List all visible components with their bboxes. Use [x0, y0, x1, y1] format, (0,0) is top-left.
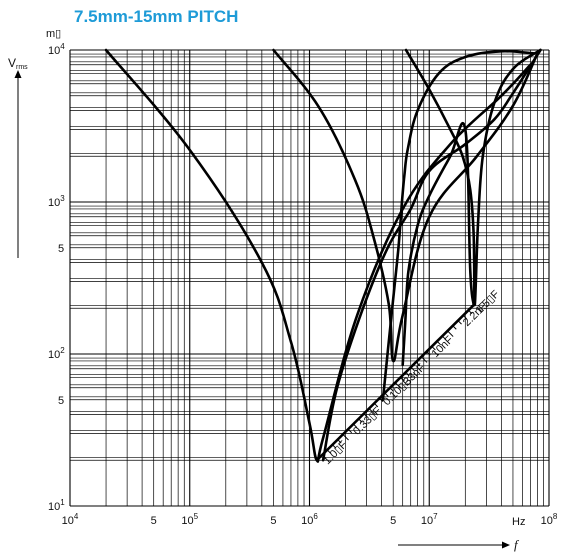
x-tick-labels: 104 5 105 5 106 5 107 108 — [62, 512, 558, 527]
y-axis-symbol: Vrms — [8, 56, 28, 71]
capacitance-tick — [332, 444, 337, 449]
capacitance-tick — [426, 351, 431, 356]
x-tick-label: 104 — [62, 512, 79, 527]
x-tick-exponent: 7 — [433, 512, 438, 521]
x-tick-exponent: 6 — [313, 512, 318, 521]
x-tick-exponent: 5 — [194, 512, 199, 521]
y-tick-label: 5 — [58, 243, 64, 255]
series-line — [321, 48, 542, 462]
capacitance-tick — [400, 377, 405, 382]
chart-title: 7.5mm-15mm PITCH — [74, 7, 238, 26]
capacitance-tick — [441, 335, 447, 340]
capacitance-tick — [415, 361, 421, 366]
capacitance-tick — [363, 413, 368, 418]
x-tick-base: 10 — [301, 515, 313, 527]
series-line — [401, 121, 475, 366]
x-tick-base: 5 — [270, 515, 276, 527]
y-tick-base: 5 — [58, 243, 64, 255]
capacitance-label: 10nF — [430, 334, 456, 360]
capacitance-tick — [358, 418, 363, 423]
capacitance-tick — [368, 408, 376, 415]
capacitance-tick — [337, 439, 342, 444]
capacitance-tick — [394, 382, 402, 389]
y-tick-base: 10 — [48, 45, 60, 57]
x-tick-label: 105 — [181, 512, 198, 527]
capacitance-tick — [353, 423, 358, 428]
y-unit-label: m▯ — [46, 28, 61, 40]
y-tick-base: 10 — [48, 501, 60, 513]
y-axis-subscript: rms — [16, 64, 28, 71]
y-axis-arrowhead — [14, 70, 22, 78]
y-tick-exponent: 4 — [60, 42, 65, 51]
x-tick-label: 5 — [151, 515, 157, 527]
y-tick-exponent: 3 — [60, 194, 65, 203]
x-tick-base: 10 — [181, 515, 193, 527]
y-tick-label: 103 — [48, 194, 65, 209]
capacitance-tick — [347, 428, 353, 434]
y-tick-base: 10 — [48, 197, 60, 209]
x-tick-label: 106 — [301, 512, 318, 527]
capacitance-tick — [436, 340, 441, 346]
capacitance-tick — [468, 309, 473, 315]
x-tick-label: 5 — [270, 515, 276, 527]
capacitance-tick — [326, 449, 332, 454]
series-line — [404, 48, 542, 307]
x-tick-label: 107 — [421, 512, 438, 527]
x-tick-exponent: 8 — [553, 512, 558, 521]
capacitance-tick — [384, 392, 389, 397]
series-line — [272, 48, 539, 363]
y-axis-symbol-main: V — [8, 56, 16, 70]
x-tick-base: 10 — [541, 515, 553, 527]
series-line — [381, 49, 536, 402]
capacitance-tick — [447, 330, 454, 337]
capacitance-tick — [410, 366, 415, 372]
capacitance-tick — [379, 397, 384, 403]
y-tick-label: 104 — [48, 42, 65, 57]
capacitance-tick — [405, 371, 410, 377]
axis-labels: m▯ Vrms Hz f — [8, 28, 525, 552]
grid — [69, 49, 550, 507]
capacitance-tick — [452, 325, 457, 330]
x-tick-label: 5 — [390, 515, 396, 527]
y-tick-exponent: 2 — [60, 346, 65, 355]
x-unit-label: Hz — [512, 516, 525, 528]
capacitance-tick — [373, 402, 379, 408]
x-tick-base: 5 — [390, 515, 396, 527]
y-tick-exponent: 1 — [60, 498, 65, 507]
x-tick-label: 108 — [541, 512, 558, 527]
capacitance-tick — [457, 320, 462, 325]
x-tick-exponent: 4 — [74, 512, 79, 521]
y-tick-label: 102 — [48, 346, 65, 361]
capacitance-tick — [321, 454, 326, 459]
capacitance-tick — [389, 387, 394, 392]
capacitance-tick — [462, 315, 468, 320]
y-tick-label: 101 — [48, 498, 65, 513]
x-axis-arrowhead — [502, 541, 510, 549]
capacitance-tick — [342, 434, 349, 441]
x-axis-symbol: f — [514, 537, 520, 552]
capacitance-tick — [431, 346, 436, 351]
series-line — [104, 48, 532, 463]
x-tick-base: 10 — [421, 515, 433, 527]
y-tick-base: 10 — [48, 349, 60, 361]
y-tick-base: 5 — [58, 395, 64, 407]
series-lines — [104, 48, 542, 463]
capacitance-tick — [421, 356, 428, 363]
y-tick-label: 5 — [58, 395, 64, 407]
x-tick-base: 5 — [151, 515, 157, 527]
x-tick-base: 10 — [62, 515, 74, 527]
